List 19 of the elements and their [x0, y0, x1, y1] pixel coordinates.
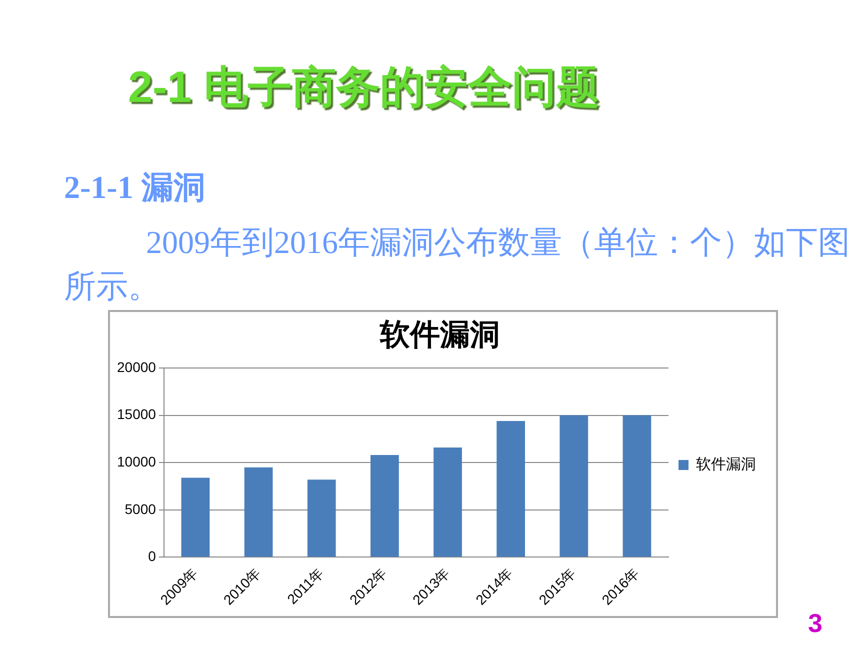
bar — [181, 478, 210, 557]
bar — [496, 420, 526, 557]
chart-title: 软件漏洞 — [379, 318, 500, 352]
text: 2-1 电子商务的安全问题 — [128, 62, 600, 114]
bar — [370, 455, 399, 557]
y-tick-label: 0 — [148, 548, 156, 564]
bar — [560, 415, 588, 557]
bar — [307, 480, 336, 557]
bar — [244, 467, 273, 557]
text: 2-1-1 漏洞 — [64, 168, 206, 207]
text: 3 — [808, 608, 822, 639]
bar — [622, 415, 652, 557]
legend-label: 软件漏洞 — [696, 456, 756, 474]
bar — [434, 447, 462, 557]
y-tick-label: 5000 — [124, 500, 156, 517]
text: 2009年到2016年漏洞公布数量（单位：个）如下图所示。 — [64, 223, 851, 306]
y-tick-label: 15000 — [116, 406, 156, 422]
y-tick-label: 10000 — [116, 453, 156, 470]
y-tick-label: 20000 — [116, 358, 156, 375]
